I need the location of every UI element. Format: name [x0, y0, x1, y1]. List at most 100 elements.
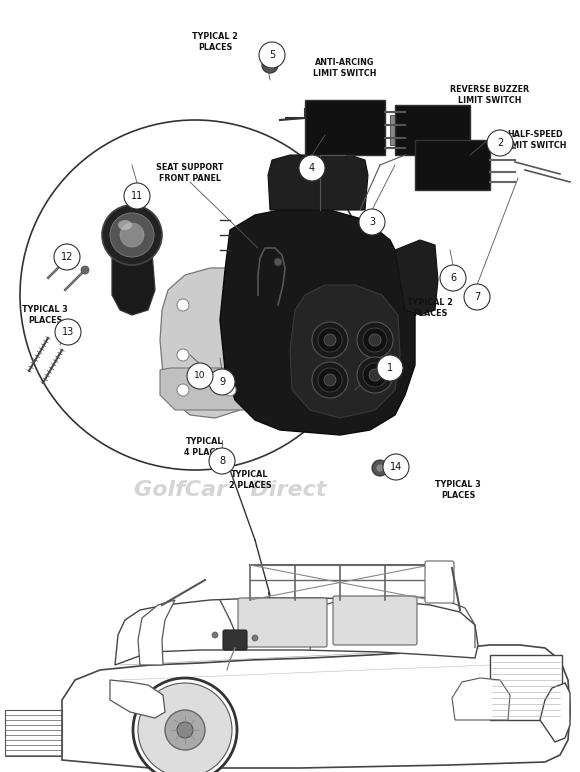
Circle shape: [224, 384, 236, 396]
Circle shape: [312, 322, 348, 358]
Circle shape: [312, 362, 348, 398]
Circle shape: [464, 284, 490, 310]
Circle shape: [369, 369, 381, 381]
Circle shape: [259, 42, 285, 68]
Text: 14: 14: [390, 462, 402, 472]
Circle shape: [372, 460, 388, 476]
FancyBboxPatch shape: [395, 105, 470, 155]
Text: TYPICAL
4 PLACES: TYPICAL 4 PLACES: [184, 437, 226, 457]
Circle shape: [363, 363, 387, 387]
Circle shape: [124, 183, 150, 209]
Text: ANTI-ARCING
LIMIT SWITCH: ANTI-ARCING LIMIT SWITCH: [313, 59, 377, 78]
FancyBboxPatch shape: [415, 140, 490, 190]
Polygon shape: [160, 268, 272, 418]
Circle shape: [324, 374, 336, 386]
Circle shape: [357, 357, 393, 393]
Polygon shape: [290, 285, 400, 418]
Text: TYPICAL
2 PLACES: TYPICAL 2 PLACES: [229, 470, 271, 489]
Polygon shape: [540, 683, 570, 742]
Text: TYPICAL 2
PLACES: TYPICAL 2 PLACES: [407, 298, 453, 318]
Text: 3: 3: [369, 217, 375, 227]
Polygon shape: [160, 368, 275, 410]
Polygon shape: [220, 210, 415, 435]
Circle shape: [444, 272, 460, 288]
Circle shape: [214, 452, 230, 468]
Text: 12: 12: [61, 252, 73, 262]
Polygon shape: [112, 244, 155, 315]
Circle shape: [266, 61, 274, 69]
Text: 13: 13: [62, 327, 74, 337]
Text: 6: 6: [450, 273, 456, 283]
Circle shape: [120, 223, 144, 247]
Text: TYPICAL 3
PLACES: TYPICAL 3 PLACES: [22, 305, 68, 325]
FancyBboxPatch shape: [390, 115, 398, 145]
Polygon shape: [268, 155, 368, 210]
FancyBboxPatch shape: [238, 598, 327, 647]
Circle shape: [81, 266, 89, 274]
Polygon shape: [62, 645, 570, 768]
Circle shape: [110, 213, 154, 257]
Circle shape: [357, 322, 393, 358]
Circle shape: [177, 349, 189, 361]
Text: 7: 7: [474, 292, 480, 302]
Ellipse shape: [118, 220, 132, 230]
Circle shape: [133, 678, 237, 772]
Text: TYPICAL 3
PLACES: TYPICAL 3 PLACES: [435, 480, 481, 499]
Text: 10: 10: [194, 371, 206, 381]
Polygon shape: [138, 600, 175, 665]
FancyBboxPatch shape: [223, 630, 247, 650]
Text: 11: 11: [131, 191, 143, 201]
Circle shape: [102, 205, 162, 265]
Text: GolfCar   Direct: GolfCar Direct: [134, 480, 326, 500]
Text: 9: 9: [219, 377, 225, 387]
Text: 1: 1: [387, 363, 393, 373]
Text: TYPICAL 2
PLACES: TYPICAL 2 PLACES: [192, 32, 238, 52]
Circle shape: [376, 464, 384, 472]
Circle shape: [324, 334, 336, 346]
Circle shape: [177, 299, 189, 311]
Circle shape: [487, 130, 513, 156]
Polygon shape: [110, 680, 165, 718]
Bar: [5, 710, 62, 756]
Text: REVERSE BUZZER
LIMIT SWITCH: REVERSE BUZZER LIMIT SWITCH: [451, 85, 530, 105]
Circle shape: [138, 683, 232, 772]
Circle shape: [20, 120, 370, 470]
Bar: [490, 655, 562, 720]
Text: 4: 4: [309, 163, 315, 173]
Circle shape: [262, 57, 278, 73]
FancyBboxPatch shape: [305, 100, 385, 155]
Circle shape: [187, 363, 213, 389]
Circle shape: [191, 373, 205, 387]
Circle shape: [213, 378, 227, 392]
Circle shape: [252, 635, 258, 641]
Circle shape: [55, 319, 81, 345]
Circle shape: [54, 244, 80, 270]
Polygon shape: [115, 598, 478, 665]
Circle shape: [318, 328, 342, 352]
Circle shape: [383, 454, 409, 480]
Circle shape: [318, 368, 342, 392]
Circle shape: [363, 328, 387, 352]
Circle shape: [274, 258, 282, 266]
Polygon shape: [452, 678, 510, 720]
Circle shape: [177, 722, 193, 738]
Text: 2: 2: [497, 138, 503, 148]
Circle shape: [359, 209, 385, 235]
Text: HALF-SPEED
LIMIT SWITCH: HALF-SPEED LIMIT SWITCH: [503, 130, 567, 150]
Circle shape: [299, 155, 325, 181]
Text: SEAT SUPPORT
FRONT PANEL: SEAT SUPPORT FRONT PANEL: [156, 164, 224, 183]
Circle shape: [212, 632, 218, 638]
Circle shape: [369, 334, 381, 346]
Circle shape: [377, 355, 403, 381]
Circle shape: [209, 448, 235, 474]
Circle shape: [177, 384, 189, 396]
FancyBboxPatch shape: [333, 596, 417, 645]
Circle shape: [64, 254, 72, 262]
Text: 5: 5: [269, 50, 275, 60]
Polygon shape: [395, 240, 438, 315]
Circle shape: [209, 369, 235, 395]
Circle shape: [440, 265, 466, 291]
FancyBboxPatch shape: [425, 561, 454, 603]
Text: 8: 8: [219, 456, 225, 466]
Circle shape: [165, 710, 205, 750]
